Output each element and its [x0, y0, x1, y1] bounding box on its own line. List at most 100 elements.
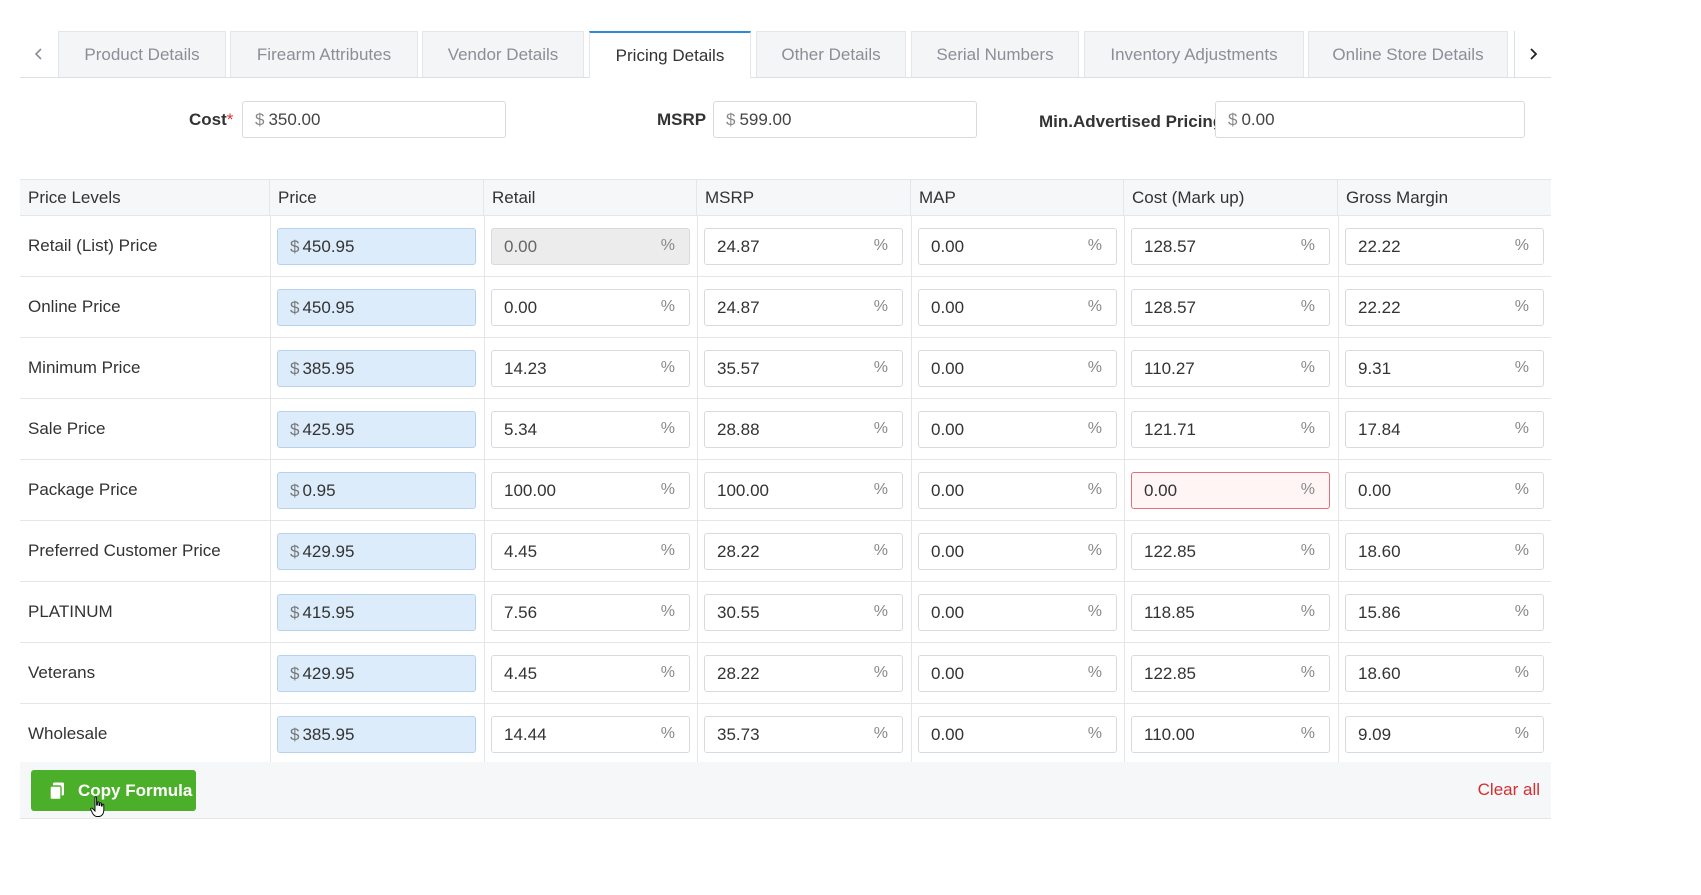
- clear-all-link[interactable]: Clear all: [1477, 780, 1540, 799]
- msrp-percent-value: 28.22: [717, 663, 760, 683]
- msrp-percent-input[interactable]: 35.57%: [704, 350, 903, 387]
- msrp-percent-value: 28.22: [717, 541, 760, 561]
- retail-percent-input[interactable]: 5.34%: [491, 411, 690, 448]
- msrp-input[interactable]: $599.00: [713, 101, 977, 138]
- cost-input[interactable]: $350.00: [242, 101, 506, 138]
- cost-percent-input[interactable]: 110.27%: [1131, 350, 1330, 387]
- cost-percent-value: 110.00: [1144, 724, 1195, 744]
- column-divider: [1338, 216, 1339, 765]
- margin-percent-input[interactable]: 18.60%: [1345, 533, 1544, 570]
- retail-percent-input[interactable]: 7.56%: [491, 594, 690, 631]
- msrp-percent-input[interactable]: 35.73%: [704, 716, 903, 753]
- hand-cursor-icon: [90, 796, 105, 817]
- tab-scroll-right-button[interactable]: [1514, 31, 1551, 77]
- percent-symbol: %: [1514, 542, 1529, 559]
- margin-percent-input[interactable]: 17.84%: [1345, 411, 1544, 448]
- margin-percent-input[interactable]: 22.22%: [1345, 228, 1544, 265]
- map-percent-input[interactable]: 0.00%: [918, 594, 1117, 631]
- currency-symbol: $: [290, 541, 300, 561]
- msrp-percent-input[interactable]: 24.87%: [704, 289, 903, 326]
- cost-percent-input[interactable]: 122.85%: [1131, 655, 1330, 692]
- price-input[interactable]: $425.95: [277, 411, 476, 448]
- tab-scroll-left-button[interactable]: [20, 31, 57, 77]
- price-levels-table: Price Levels Price Retail MSRP MAP Cost …: [20, 179, 1551, 819]
- price-input[interactable]: $429.95: [277, 533, 476, 570]
- cost-percent-input[interactable]: 128.57%: [1131, 289, 1330, 326]
- tab-inventory-adjustments[interactable]: Inventory Adjustments: [1084, 31, 1304, 77]
- price-input[interactable]: $385.95: [277, 716, 476, 753]
- margin-percent-input[interactable]: 15.86%: [1345, 594, 1544, 631]
- currency-symbol: $: [290, 724, 300, 744]
- map-percent-input[interactable]: 0.00%: [918, 350, 1117, 387]
- tab-other-details[interactable]: Other Details: [756, 31, 906, 77]
- percent-symbol: %: [1300, 359, 1315, 376]
- percent-symbol: %: [873, 420, 888, 437]
- percent-symbol: %: [873, 237, 888, 254]
- retail-percent-input[interactable]: 14.23%: [491, 350, 690, 387]
- percent-symbol: %: [1087, 237, 1102, 254]
- margin-percent-value: 17.84: [1358, 419, 1401, 439]
- msrp-percent-input[interactable]: 28.88%: [704, 411, 903, 448]
- price-input[interactable]: $450.95: [277, 289, 476, 326]
- price-input[interactable]: $429.95: [277, 655, 476, 692]
- tab-firearm-attributes[interactable]: Firearm Attributes: [230, 31, 418, 77]
- retail-percent-input[interactable]: 0.00%: [491, 289, 690, 326]
- cost-percent-input[interactable]: 128.57%: [1131, 228, 1330, 265]
- margin-percent-input[interactable]: 0.00%: [1345, 472, 1544, 509]
- cost-percent-input[interactable]: 118.85%: [1131, 594, 1330, 631]
- msrp-percent-input[interactable]: 28.22%: [704, 533, 903, 570]
- price-input[interactable]: $450.95: [277, 228, 476, 265]
- copy-formula-button[interactable]: Copy Formula: [31, 770, 196, 811]
- cost-percent-input[interactable]: 122.85%: [1131, 533, 1330, 570]
- margin-percent-input[interactable]: 18.60%: [1345, 655, 1544, 692]
- tab-serial-numbers[interactable]: Serial Numbers: [911, 31, 1079, 77]
- map-percent-input[interactable]: 0.00%: [918, 411, 1117, 448]
- cost-percent-input[interactable]: 110.00%: [1131, 716, 1330, 753]
- cost-label: Cost*: [189, 110, 234, 129]
- tab-online-store-details[interactable]: Online Store Details: [1308, 31, 1508, 77]
- price-level-label: Wholesale: [28, 724, 108, 743]
- retail-percent-input[interactable]: 100.00%: [491, 472, 690, 509]
- tab-pricing-details[interactable]: Pricing Details: [589, 31, 751, 78]
- map-percent-input[interactable]: 0.00%: [918, 533, 1117, 570]
- margin-percent-input[interactable]: 9.31%: [1345, 350, 1544, 387]
- price-level-label: PLATINUM: [28, 602, 113, 621]
- margin-percent-input[interactable]: 22.22%: [1345, 289, 1544, 326]
- price-input[interactable]: $0.95: [277, 472, 476, 509]
- map-percent-input[interactable]: 0.00%: [918, 655, 1117, 692]
- map-percent-input[interactable]: 0.00%: [918, 716, 1117, 753]
- map-percent-input[interactable]: 0.00%: [918, 472, 1117, 509]
- msrp-percent-value: 100.00: [717, 480, 769, 500]
- map-percent-input[interactable]: 0.00%: [918, 228, 1117, 265]
- tab-product-details[interactable]: Product Details: [58, 31, 226, 77]
- cost-percent-input[interactable]: 0.00%: [1131, 472, 1330, 509]
- percent-symbol: %: [1514, 359, 1529, 376]
- percent-symbol: %: [660, 725, 675, 742]
- msrp-percent-input[interactable]: 28.22%: [704, 655, 903, 692]
- column-divider: [1124, 216, 1125, 765]
- percent-symbol: %: [873, 664, 888, 681]
- retail-percent-input[interactable]: 4.45%: [491, 533, 690, 570]
- msrp-percent-input[interactable]: 24.87%: [704, 228, 903, 265]
- tab-vendor-details[interactable]: Vendor Details: [422, 31, 584, 77]
- msrp-percent-input[interactable]: 100.00%: [704, 472, 903, 509]
- price-value: 385.95: [302, 358, 355, 378]
- header-msrp: MSRP: [697, 180, 911, 215]
- cost-percent-input[interactable]: 121.71%: [1131, 411, 1330, 448]
- margin-percent-input[interactable]: 9.09%: [1345, 716, 1544, 753]
- percent-symbol: %: [873, 542, 888, 559]
- price-input[interactable]: $385.95: [277, 350, 476, 387]
- price-value: 415.95: [302, 602, 355, 622]
- retail-percent-input[interactable]: 14.44%: [491, 716, 690, 753]
- price-level-label: Package Price: [28, 480, 138, 499]
- map-percent-input[interactable]: 0.00%: [918, 289, 1117, 326]
- retail-percent-input[interactable]: 4.45%: [491, 655, 690, 692]
- min-advertised-pricing-input[interactable]: $0.00: [1215, 101, 1525, 138]
- retail-percent-input[interactable]: 0.00%: [491, 228, 690, 265]
- msrp-percent-input[interactable]: 30.55%: [704, 594, 903, 631]
- price-input[interactable]: $415.95: [277, 594, 476, 631]
- map-percent-value: 0.00: [931, 419, 965, 439]
- percent-symbol: %: [660, 664, 675, 681]
- percent-symbol: %: [873, 725, 888, 742]
- margin-percent-value: 22.22: [1358, 236, 1401, 256]
